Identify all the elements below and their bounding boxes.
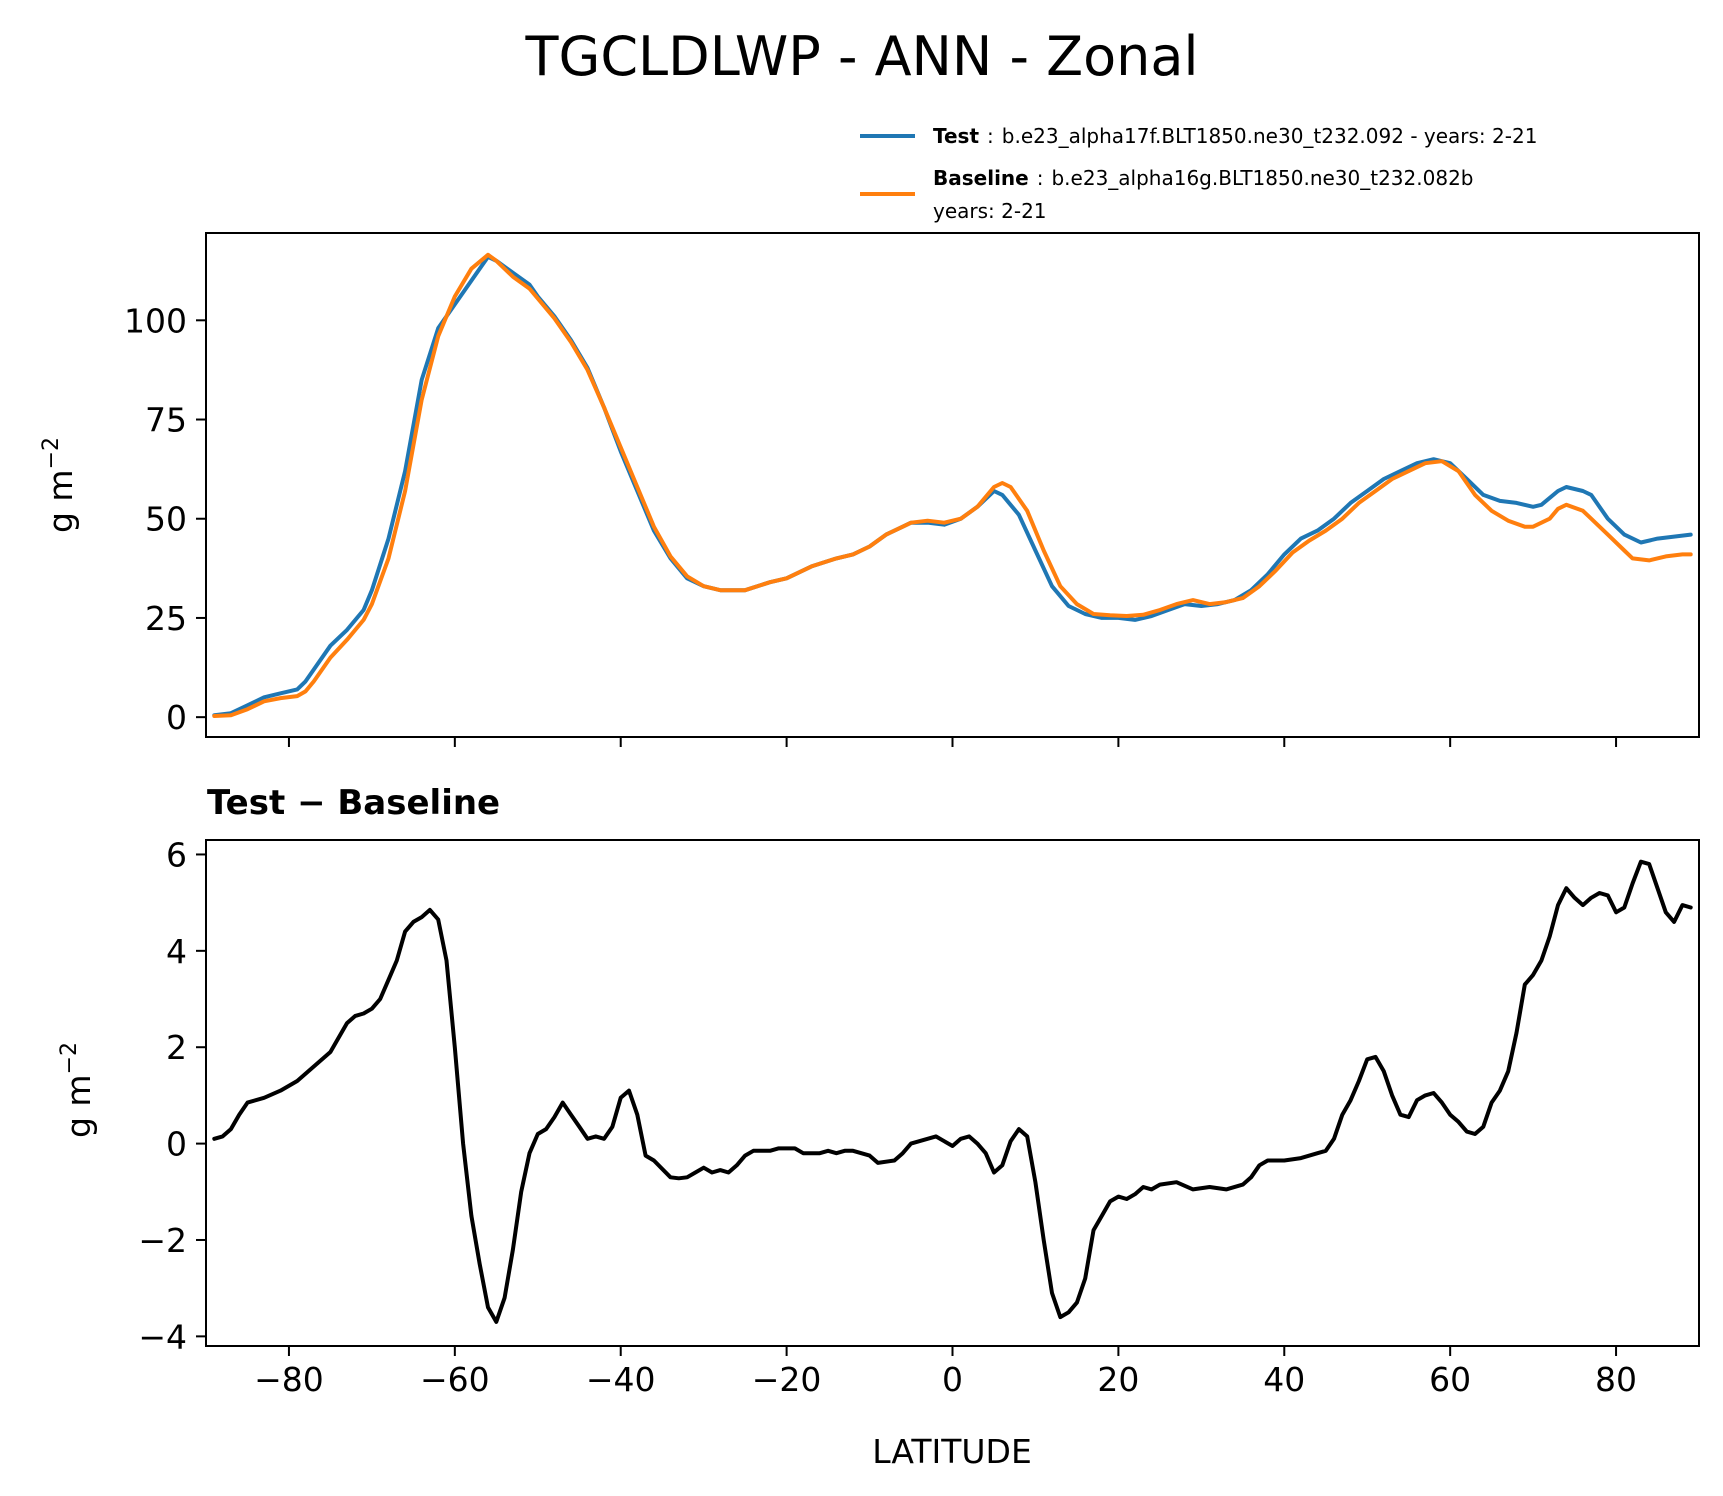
panel-difference-marks: [212, 859, 1693, 1324]
legend-baseline-text: b.e23_alpha16g.BLT1850.ne30_t232.082b: [1051, 166, 1473, 190]
x-tick-label: 20: [1097, 1360, 1139, 1399]
panel-difference-subtitle: Test − Baseline: [207, 783, 500, 823]
y-tick-label: 2: [166, 1028, 187, 1067]
chart-title: TGCLDLWP - ANN - Zonal: [525, 25, 1199, 88]
panel-difference-ylabel-sup: −2: [57, 1042, 82, 1074]
legend-baseline-text2: years: 2-21: [933, 199, 1047, 223]
x-tick-label: 0: [942, 1360, 963, 1399]
panel-difference-ylabel-main: g m: [59, 1074, 98, 1138]
panel-difference: Test − Baseline −80 −60 −40 −20 0 20 40 60 80 −4…: [57, 783, 1700, 1471]
panel-difference-xlabel: LATITUDE: [872, 1432, 1032, 1471]
legend-test-name: Test: [933, 124, 979, 148]
panel-difference-yticks: −4 −2 0 2 4 6: [138, 835, 206, 1356]
series-line-difference: [212, 859, 1693, 1324]
panel-zonal-means-marks: [212, 252, 1693, 718]
panel-zonal-means-ylabel-sup: −2: [39, 437, 64, 469]
x-tick-label: −40: [586, 1360, 656, 1399]
y-tick-label: 6: [166, 835, 187, 874]
panel-zonal-means-frame: [205, 232, 1700, 738]
x-tick-label: −80: [254, 1360, 324, 1399]
y-tick-label: −4: [138, 1317, 187, 1356]
legend: Test : b.e23_alpha17f.BLT1850.ne30_t232.…: [860, 124, 1537, 223]
x-tick-label: −20: [752, 1360, 822, 1399]
x-tick-label: 80: [1595, 1360, 1637, 1399]
y-tick-label: 0: [166, 698, 187, 737]
legend-test-separator: :: [987, 124, 994, 148]
panel-difference-xticks: −80 −60 −40 −20 0 20 40 60 80: [254, 1346, 1637, 1399]
panel-difference-ylabel: g m−2: [57, 1042, 98, 1138]
y-tick-label: 75: [145, 401, 187, 440]
legend-entry-baseline: Baseline : b.e23_alpha16g.BLT1850.ne30_t…: [933, 166, 1474, 190]
y-tick-label: 4: [166, 932, 187, 971]
legend-baseline-separator: :: [1037, 166, 1044, 190]
y-tick-label: 25: [145, 599, 187, 638]
panel-zonal-means-ylabel-main: g m: [41, 469, 80, 533]
series-line-baseline: [212, 252, 1693, 718]
panel-zonal-means-yticks: 0 25 50 75 100: [124, 301, 206, 737]
y-tick-label: 100: [124, 301, 187, 340]
panel-zonal-means-ylabel: g m−2: [39, 437, 80, 533]
y-tick-label: 50: [145, 500, 187, 539]
panel-zonal-means-xticks: [287, 737, 1618, 747]
x-tick-label: 40: [1263, 1360, 1305, 1399]
y-tick-label: 0: [166, 1125, 187, 1164]
legend-baseline-name: Baseline: [933, 166, 1029, 190]
panel-difference-frame: [205, 839, 1700, 1347]
x-tick-label: −60: [420, 1360, 490, 1399]
panel-zonal-means: 0 25 50 75 100 g m−2: [39, 232, 1700, 747]
legend-entry-test: Test : b.e23_alpha17f.BLT1850.ne30_t232.…: [933, 124, 1537, 148]
x-tick-label: 60: [1429, 1360, 1471, 1399]
legend-test-text: b.e23_alpha17f.BLT1850.ne30_t232.092 - y…: [1002, 124, 1538, 148]
y-tick-label: −2: [138, 1221, 187, 1260]
